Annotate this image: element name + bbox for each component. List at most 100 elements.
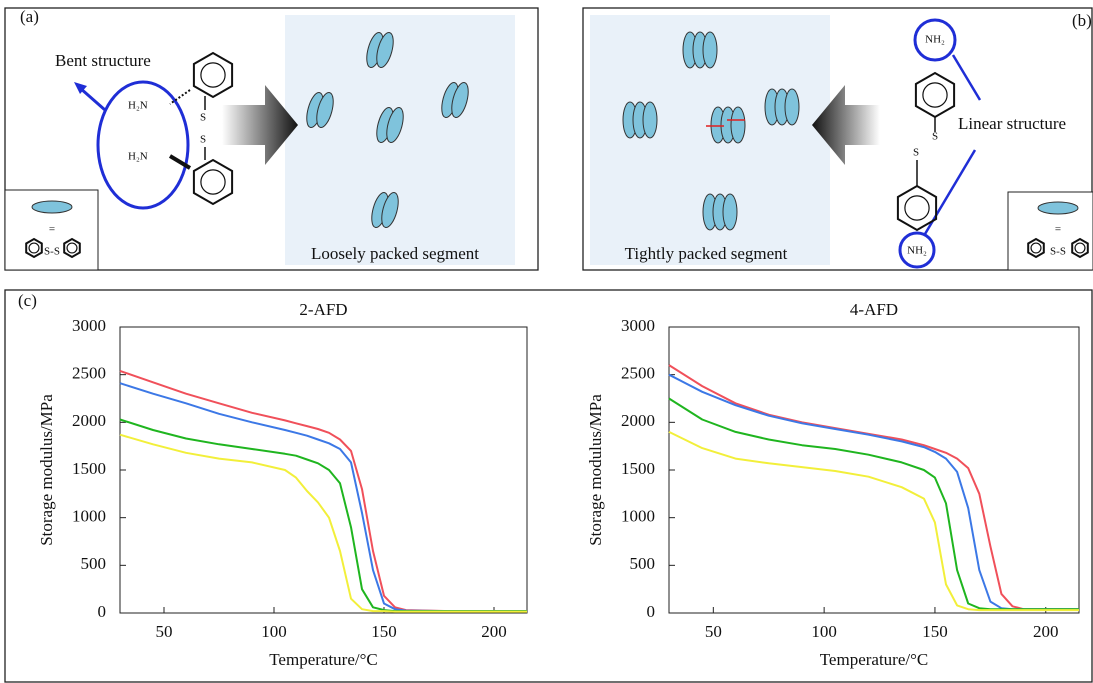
y-tick-label: 1000 [72, 507, 106, 526]
panel-c-frame [4, 289, 1093, 683]
segment [702, 31, 718, 69]
series-line [668, 373, 1079, 611]
segment [722, 193, 738, 231]
equals: = [1055, 224, 1061, 236]
series-line [668, 431, 1079, 612]
panel-b-frame [582, 7, 1093, 271]
segment [642, 101, 658, 139]
y-tick-label: 0 [647, 602, 656, 621]
x-tick-label: 100 [811, 622, 837, 641]
arrowhead [74, 82, 87, 94]
benzene-ring [896, 184, 938, 232]
y-tick-label: 2500 [72, 364, 106, 383]
segment [451, 82, 469, 118]
benzene-ring [1027, 237, 1045, 259]
annotation: Linear structure [958, 114, 1066, 133]
x-tick-label: 50 [705, 622, 722, 641]
x-tick-label: 200 [1033, 622, 1059, 641]
benzene-ring [914, 71, 956, 119]
atom-label: S [200, 112, 206, 124]
atom-label: S [200, 134, 206, 146]
series-line [119, 382, 527, 613]
highlight-circle [898, 231, 936, 269]
segment [381, 192, 399, 228]
benzene-ring [63, 237, 81, 259]
atom-label: H₂N [128, 151, 148, 163]
benzene-ring [1071, 237, 1089, 259]
highlight-circle [96, 80, 190, 210]
x-tick-label: 150 [371, 622, 397, 641]
atom-label: H₂N [128, 100, 148, 112]
legend-ss: S-S [44, 246, 60, 258]
y-axis-label: Storage modulus/MPa [586, 394, 605, 546]
segment-icon [31, 200, 73, 214]
series-line [668, 364, 1079, 611]
x-tick-label: 100 [261, 622, 287, 641]
segment [784, 88, 800, 126]
plot-frame [668, 326, 1080, 614]
y-tick-label: 500 [630, 554, 656, 573]
ring-bond [66, 242, 78, 254]
segment [316, 92, 334, 128]
highlight-circle [913, 18, 957, 62]
segment [376, 32, 394, 68]
y-tick-label: 2000 [621, 411, 655, 430]
series-line [119, 433, 527, 613]
equals: = [49, 224, 55, 236]
atom-label: S [932, 131, 938, 143]
y-tick-label: 1500 [72, 459, 106, 478]
caption: Loosely packed segment [311, 244, 479, 263]
y-tick-label: 2500 [621, 364, 655, 383]
panel-a-frame [4, 7, 539, 271]
y-tick-label: 1500 [621, 459, 655, 478]
x-tick-label: 200 [481, 622, 507, 641]
x-tick-label: 50 [156, 622, 173, 641]
y-tick-label: 1000 [621, 507, 655, 526]
plot-frame [119, 326, 528, 614]
benzene-ring [192, 158, 234, 206]
series-line [119, 418, 527, 613]
x-tick-label: 150 [922, 622, 948, 641]
arrow [812, 85, 880, 165]
caption: Tightly packed segment [625, 244, 788, 263]
segment-icon [1037, 201, 1079, 215]
y-tick-label: 3000 [621, 316, 655, 335]
arrow [222, 85, 298, 165]
chart-title: 2-AFD [299, 300, 347, 319]
segment [386, 107, 404, 143]
benzene-ring [192, 51, 234, 99]
ring-bond [1030, 242, 1042, 254]
y-tick-label: 500 [81, 554, 107, 573]
panel-label: (a) [20, 7, 39, 26]
ring-bond [904, 195, 930, 221]
panel-label: (c) [18, 291, 37, 310]
ring-bond [200, 62, 226, 88]
segment [730, 106, 746, 144]
series-line [668, 397, 1079, 611]
y-tick-label: 3000 [72, 316, 106, 335]
y-axis-label: Storage modulus/MPa [37, 394, 56, 546]
benzene-ring [25, 237, 43, 259]
pointer [79, 86, 106, 112]
y-tick-label: 2000 [72, 411, 106, 430]
pointer [951, 54, 982, 101]
polymer-matrix [285, 15, 515, 265]
annotation: Bent structure [55, 51, 151, 70]
legend-ss: S-S [1050, 246, 1066, 258]
ring-bond [200, 169, 226, 195]
bond [168, 154, 192, 170]
x-axis-label: Temperature/°C [820, 650, 929, 669]
ring-bond [922, 82, 948, 108]
panel-label: (b) [1072, 11, 1092, 30]
ring-bond [28, 242, 40, 254]
y-tick-label: 0 [98, 602, 107, 621]
series-line [119, 369, 527, 613]
x-axis-label: Temperature/°C [269, 650, 378, 669]
bond [169, 89, 191, 105]
chart-title: 4-AFD [850, 300, 898, 319]
ring-bond [1074, 242, 1086, 254]
atom-label: NH₂ [907, 245, 927, 257]
atom-label: S [913, 147, 919, 159]
